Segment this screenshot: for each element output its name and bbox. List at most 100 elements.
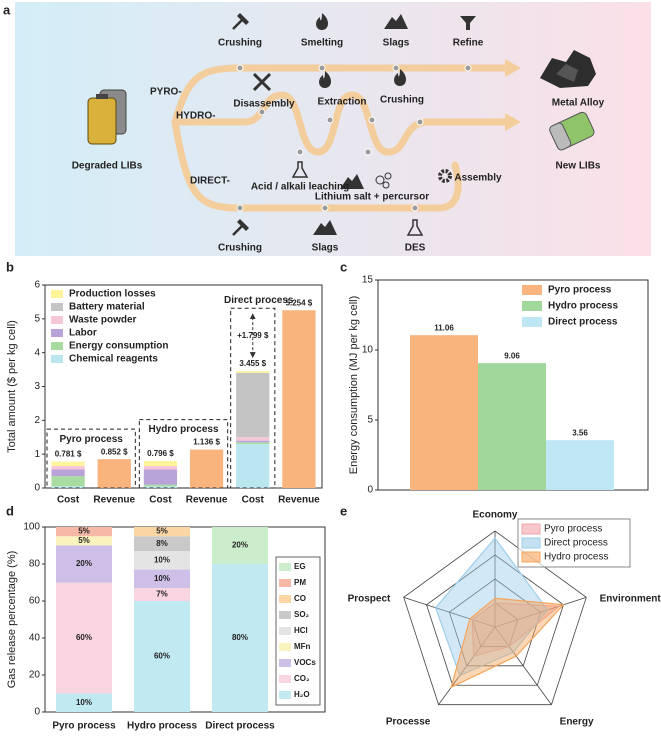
legend-swatch [522,317,542,327]
value-label: 20% [76,559,92,568]
legend-label: Hydro process [544,552,608,563]
step-label: Crushing [380,95,424,106]
pyro-pipe [171,64,509,126]
legend-swatch [51,355,63,363]
y-tick-label: 1 [34,449,40,460]
segment [56,582,112,694]
step-label: Extraction [318,97,367,108]
legend-label: CO₂ [294,674,310,683]
y-axis-label: Gas release percentage (%) [6,551,18,689]
radar-spoke [438,626,496,705]
cost-segment [51,461,85,467]
hammer-icon [232,18,244,30]
legend-swatch [521,537,541,549]
battery-body [87,97,117,145]
legend-label: Pyro process [548,285,612,296]
step-label: Smelting [301,38,343,49]
legend-label: Direct process [548,317,618,328]
y-axis-label: Total amount ($ per kg cell) [6,320,18,453]
total-label: 3.455 $ [239,359,266,368]
group-label: Direct process [224,295,294,306]
flask-icon [406,219,424,236]
cost-segment [143,484,178,487]
radar-ring [426,554,564,686]
cost-segment [143,469,178,485]
bar [546,440,614,490]
legend-label: Chemical reagents [69,354,158,365]
segment [56,527,112,537]
group-box [46,428,136,489]
hydro-pipe [171,91,509,156]
y-axis-label: Energy consumption (MJ per kg cell) [348,296,360,475]
heap-icon [313,220,337,235]
revenue-bar [282,310,316,488]
bubble-icon [382,181,390,189]
value-label: 11.06 [434,323,454,332]
axis-label: Processe [386,717,431,728]
product-label: Metal Alloy [552,98,605,109]
segment [212,527,268,564]
total-label: 0.796 $ [147,449,174,458]
legend-label: PM [294,578,306,587]
bar [478,363,546,490]
legend-label: Energy consumption [69,341,168,352]
segment [56,693,112,712]
cost-segment [236,440,270,443]
radar-area [471,602,561,657]
bubble-icon [375,175,385,185]
flame-icon [319,71,332,88]
legend-label: Waste powder [69,315,137,326]
x-tick-label: Pyro process [52,721,116,732]
legend-label: Labor [69,328,97,339]
pipe-node [416,118,424,126]
legend-label: EG [294,562,306,571]
y-tick-label: 20 [29,670,41,681]
x-tick-label: Cost [57,495,80,506]
value-label: 20% [232,541,248,550]
revenue-bar [97,459,131,488]
radar-area [450,597,565,689]
x-tick-label: Direct process [205,721,275,732]
y-tick-label: 2 [34,415,40,426]
value-label: 5% [156,527,168,536]
pipe-arrow [505,113,521,131]
radar-spoke [494,626,552,705]
pipe-node [411,204,419,212]
value-label: 10% [154,574,170,583]
x-tick-label: Cost [149,495,172,506]
hammer-icon [237,13,249,25]
pipe-node [368,116,376,124]
cost-segment [51,476,85,487]
legend-label: H₂O [294,690,310,699]
flask-icon [291,161,309,178]
y-tick-label: 60 [29,596,41,607]
legend-swatch [521,523,541,535]
y-tick-label: 40 [29,633,41,644]
pipe-node [464,64,472,72]
y-tick-label: 100 [23,522,40,533]
legend-label: MFn [294,642,311,651]
axis-label: Prospect [348,594,391,605]
battery-cap [96,94,108,99]
revenue-label: 0.852 $ [101,447,128,456]
step-label: Slags [383,38,410,49]
value-label: 10% [154,555,170,564]
cost-segment [236,372,270,438]
pipe-node [392,64,400,72]
legend-swatch [51,342,63,350]
radar-spoke [403,596,496,628]
x-tick-label: Hydro process [127,721,197,732]
y-tick-label: 0 [34,707,40,718]
metal-alloy-icon [556,64,578,82]
legend-swatch [279,627,291,635]
legend-label: Hydro process [548,301,618,312]
panel-label: a [3,2,11,17]
segment [134,551,190,570]
legend-label: CO [294,594,306,603]
legend-swatch [279,675,291,683]
legend-label: SO₂ [294,610,310,619]
legend-swatch [522,301,542,311]
value-label: 60% [76,633,92,642]
new-lib-icon [549,122,572,151]
